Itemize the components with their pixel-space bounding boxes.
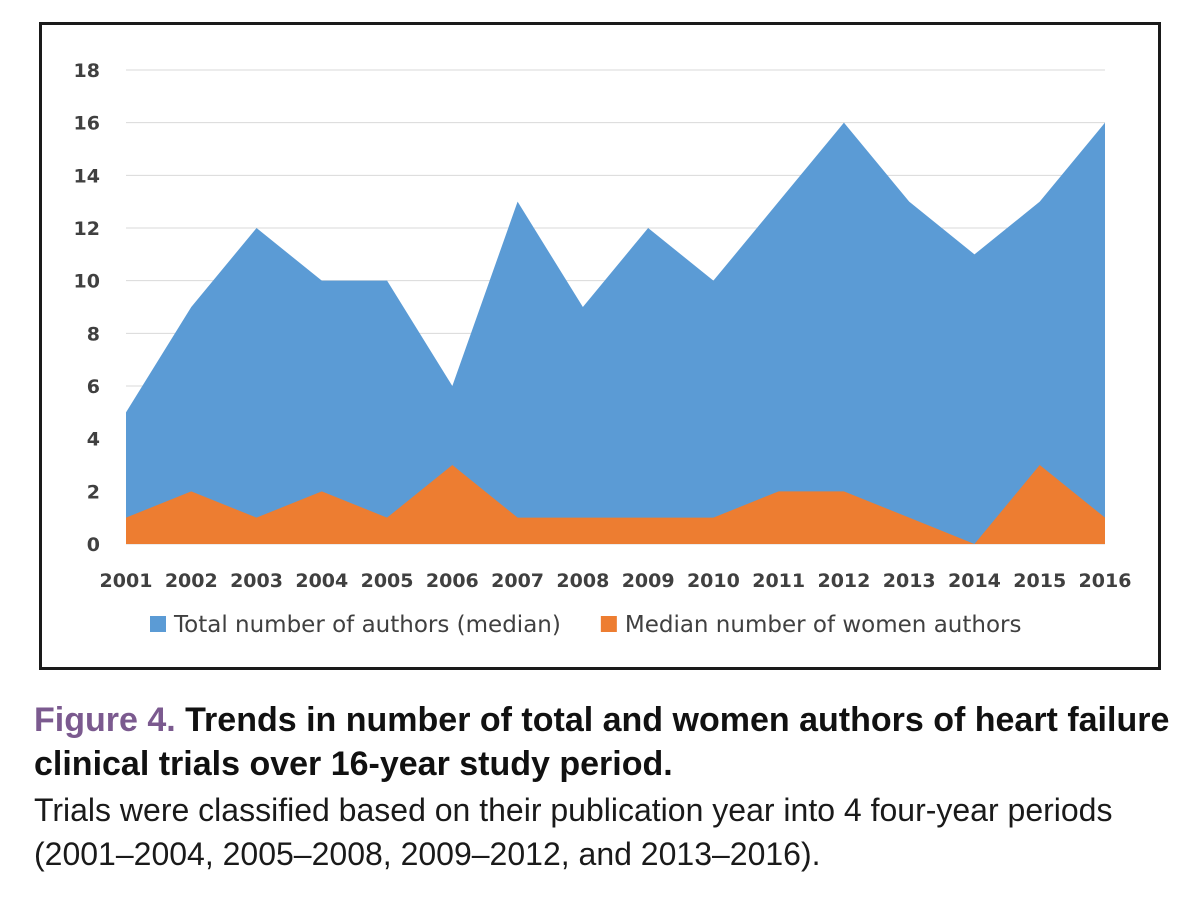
x-tick-label: 2008 xyxy=(556,570,609,592)
legend-label: Median number of women authors xyxy=(625,612,1022,638)
y-tick-label: 8 xyxy=(87,323,100,345)
x-tick-label: 2012 xyxy=(817,570,870,592)
x-tick-label: 2016 xyxy=(1079,570,1132,592)
area-chart: 0 2 4 6 8 10 12 14 16 18 2001 2002 2003 2004 2005 2006… xyxy=(74,60,1132,638)
y-tick-label: 10 xyxy=(74,271,100,293)
series-areas xyxy=(126,122,1105,545)
legend-swatch xyxy=(600,616,617,632)
caption-title-line: Figure 4. Trends in number of total and … xyxy=(34,698,1174,786)
x-tick-label: 2006 xyxy=(426,570,479,592)
caption-title: Trends in number of total and women auth… xyxy=(34,701,1170,783)
legend-label: Total number of authors (median) xyxy=(173,612,561,638)
y-tick-label: 16 xyxy=(74,113,100,135)
x-tick-label: 2014 xyxy=(948,570,1001,592)
x-tick-label: 2011 xyxy=(752,570,805,592)
y-axis: 0 2 4 6 8 10 12 14 16 18 xyxy=(74,60,100,556)
y-tick-label: 18 xyxy=(74,60,100,82)
chart-frame: 0 2 4 6 8 10 12 14 16 18 2001 2002 2003 2004 2005 2006… xyxy=(39,22,1161,670)
caption-body: Trials were classified based on their pu… xyxy=(34,792,1113,872)
x-tick-label: 2009 xyxy=(622,570,675,592)
figure-label: Figure 4. xyxy=(34,701,176,739)
x-tick-label: 2010 xyxy=(687,570,740,592)
figure-caption: Figure 4. Trends in number of total and … xyxy=(34,698,1174,876)
series-area-1 xyxy=(126,122,1105,545)
x-tick-label: 2004 xyxy=(295,570,348,592)
x-tick-label: 2013 xyxy=(883,570,936,592)
legend: Total number of authors (median) Median n… xyxy=(150,612,1021,638)
legend-swatch xyxy=(150,616,166,632)
y-tick-label: 12 xyxy=(74,218,100,240)
series-area-2 xyxy=(126,465,1105,544)
y-tick-label: 14 xyxy=(74,165,100,187)
x-tick-label: 2005 xyxy=(361,570,414,592)
y-tick-label: 2 xyxy=(87,481,100,503)
x-tick-label: 2007 xyxy=(491,570,544,592)
x-axis: 2001 2002 2003 2004 2005 2006 2007 2008 2009 2010… xyxy=(100,570,1132,592)
x-tick-label: 2015 xyxy=(1013,570,1066,592)
x-tick-label: 2001 xyxy=(100,570,153,592)
x-tick-label: 2002 xyxy=(165,570,218,592)
y-tick-label: 0 xyxy=(87,534,100,556)
x-tick-label: 2003 xyxy=(230,570,283,592)
y-tick-label: 4 xyxy=(87,429,100,451)
y-tick-label: 6 xyxy=(87,376,100,398)
